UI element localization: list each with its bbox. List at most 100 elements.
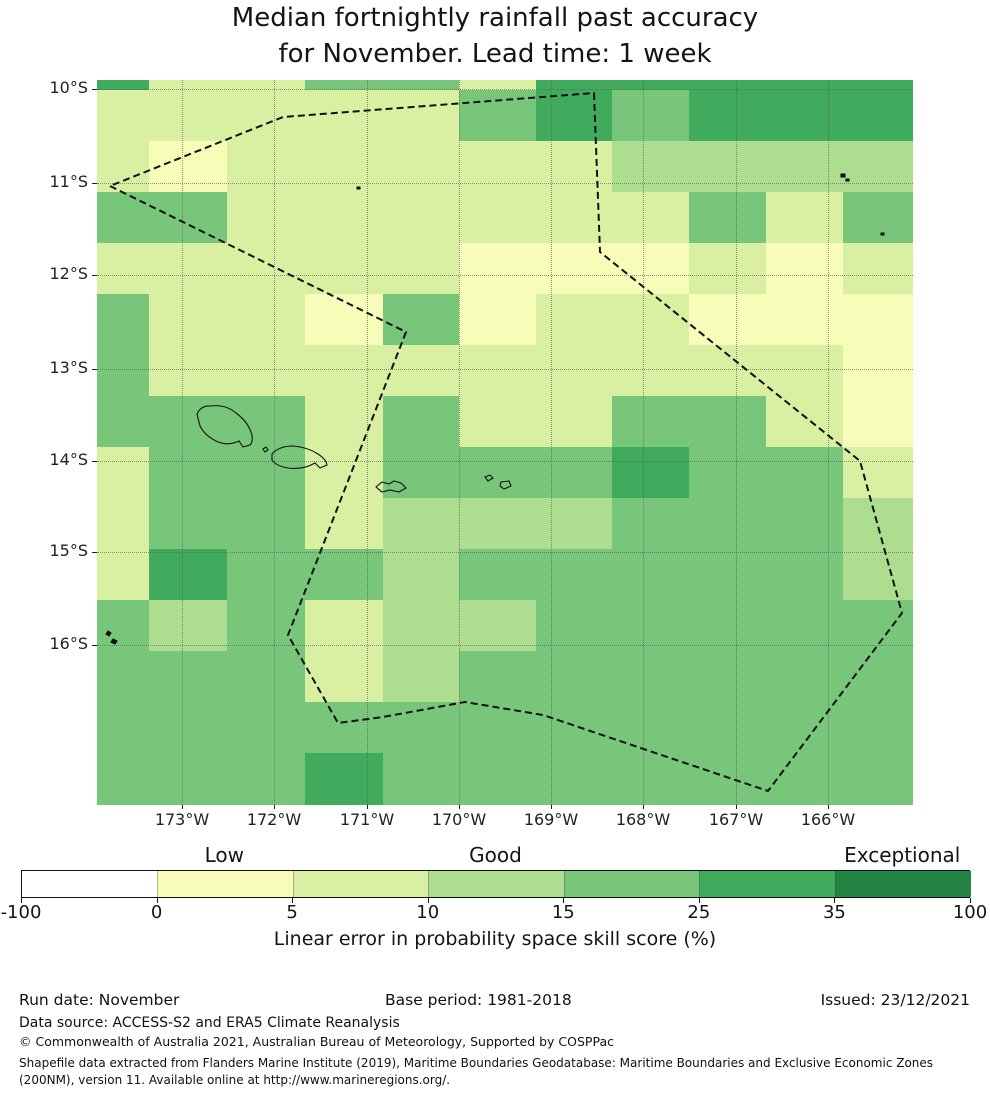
longitude-gridline [182,80,183,805]
x-axis-tick [367,805,368,809]
rainfall-grid-cell [612,753,689,805]
colorbar-tick [21,898,22,903]
latitude-gridline [97,89,913,90]
rainfall-grid-cell [459,549,536,600]
colorbar-tick-label: 10 [416,902,440,923]
rainfall-grid-cell [305,90,383,141]
rainfall-grid-cell [612,498,689,549]
rainfall-grid-cell [689,549,766,600]
island-islet-e [880,232,885,236]
colorbar-tick-label: 0 [150,902,163,923]
rainfall-grid-cell [766,80,843,90]
rainfall-grid-cell [97,651,149,702]
rainfall-grid-cell [305,498,383,549]
rainfall-grid-cell [536,90,612,141]
rainfall-grid-cell [766,243,843,294]
y-axis-tick-label: 15°S [49,541,88,560]
rainfall-grid-cell [612,702,689,753]
rainfall-grid-cell [612,651,689,702]
colorbar-tick [427,898,429,903]
y-axis-tick [92,275,97,276]
rainfall-grid-cell [766,345,843,396]
rainfall-grid-cell [766,294,843,345]
longitude-gridline [367,80,368,805]
rainfall-grid-cell [383,345,459,396]
latitude-gridline [97,552,913,553]
rainfall-grid-cell [536,80,612,90]
longitude-gridline [736,80,737,805]
copyright-text: © Commonwealth of Australia 2021, Austra… [19,1034,614,1049]
rainfall-grid-cell [383,243,459,294]
rainfall-grid-cell [97,80,149,90]
rainfall-grid-cell [766,90,843,141]
island-islet-sw-2 [110,638,118,645]
rainfall-grid-cell [766,192,843,243]
y-axis-tick-label: 10°S [49,78,88,97]
rainfall-grid-cell [383,294,459,345]
x-axis-tick-label: 171°W [339,810,395,829]
rainfall-grid-cell [843,753,913,805]
rainfall-grid-cell [383,80,459,90]
x-axis-tick-label: 166°W [800,810,856,829]
x-axis-tick [551,805,552,809]
data-source-text: Data source: ACCESS-S2 and ERA5 Climate … [19,1015,400,1031]
y-axis-tick-label: 14°S [49,450,88,469]
rainfall-grid-cell [149,90,227,141]
y-axis-tick [92,183,97,184]
island-savaii [196,405,253,448]
island-islet-ne-2 [845,178,850,182]
rainfall-grid-cell [612,600,689,651]
rainfall-grid-cell [689,243,766,294]
rainfall-grid-cell [843,90,913,141]
rainfall-grid-cell [97,702,149,753]
rainfall-grid-cell [612,294,689,345]
rainfall-grid-cell [459,345,536,396]
island-tutuila [375,480,407,493]
rainfall-grid-cell [305,80,383,90]
rainfall-grid-cell [149,345,227,396]
rainfall-grid-cell [305,396,383,447]
rainfall-grid-cell [536,549,612,600]
island-tau [499,480,512,490]
rainfall-grid-cell [227,549,305,600]
rainfall-grid-cell [843,243,913,294]
rainfall-grid-cell [383,753,459,805]
island-upolu [271,445,328,469]
rainfall-grid-cell [536,600,612,651]
x-axis-tick-label: 172°W [246,810,302,829]
map-canvas [97,80,913,805]
colorbar-class-label-low: Low [204,843,245,867]
rainfall-grid-cell [612,192,689,243]
colorbar-segment [292,871,429,897]
rainfall-grid-cell [305,651,383,702]
rainfall-grid-cell [227,498,305,549]
rainfall-grid-cell [459,447,536,498]
rainfall-grid-cell [227,651,305,702]
island-apolima [262,446,269,453]
rainfall-grid-cell [612,90,689,141]
colorbar-tick [970,898,971,903]
latitude-gridline [97,275,913,276]
colorbar-segment [563,871,700,897]
y-axis-tick-label: 11°S [49,172,88,191]
rainfall-grid-cell [97,243,149,294]
shapefile-credit-line1: Shapefile data extracted from Flanders M… [19,1056,934,1070]
rainfall-grid-cell [227,243,305,294]
rainfall-grid-cell [536,651,612,702]
latitude-gridline [97,645,913,646]
rainfall-grid-cell [612,396,689,447]
island-outlines [105,173,885,645]
latitude-gridline [97,369,913,370]
rainfall-grid-cell [843,600,913,651]
rainfall-grid-cell [459,396,536,447]
x-axis-tick [736,805,737,809]
rainfall-grid-cell [766,651,843,702]
rainfall-grid-cell [149,549,227,600]
y-axis-tick-label: 16°S [49,634,88,653]
x-axis-tick-label: 173°W [154,810,210,829]
x-axis-tick [459,805,460,809]
rainfall-grid-cell [536,447,612,498]
rainfall-grid-cell [383,651,459,702]
colorbar-segment [428,871,565,897]
rainfall-grid-cell [459,702,536,753]
